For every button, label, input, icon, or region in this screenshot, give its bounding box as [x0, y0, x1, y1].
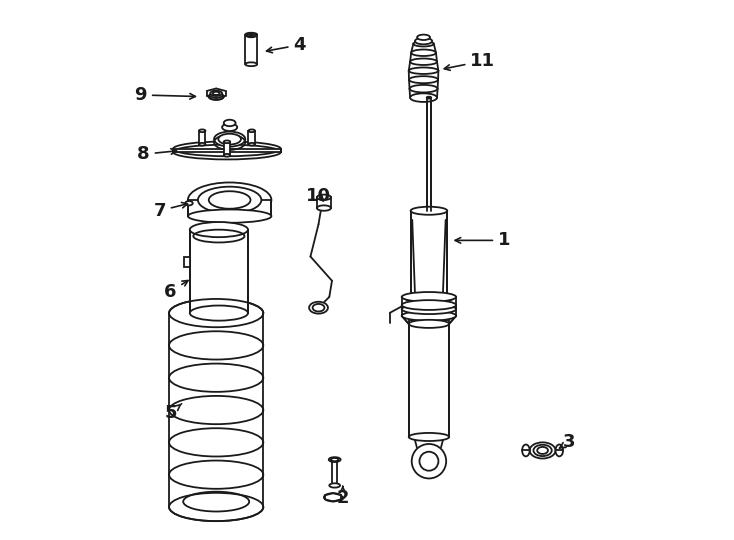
Ellipse shape	[409, 76, 438, 83]
Text: 6: 6	[164, 281, 188, 301]
Ellipse shape	[556, 444, 563, 456]
Ellipse shape	[214, 132, 245, 147]
Ellipse shape	[224, 120, 236, 126]
Text: 5: 5	[164, 404, 181, 422]
Ellipse shape	[530, 442, 556, 458]
Ellipse shape	[224, 154, 230, 157]
Text: 8: 8	[137, 145, 177, 163]
Ellipse shape	[169, 299, 264, 327]
Polygon shape	[401, 316, 456, 324]
Ellipse shape	[329, 457, 341, 462]
Bar	[427, 98, 431, 211]
Ellipse shape	[245, 33, 257, 37]
Ellipse shape	[169, 493, 264, 521]
Ellipse shape	[417, 35, 430, 40]
Ellipse shape	[218, 134, 241, 145]
Ellipse shape	[210, 91, 222, 96]
Ellipse shape	[411, 50, 436, 56]
Bar	[401, 305, 456, 309]
Text: 3: 3	[559, 434, 575, 451]
Ellipse shape	[190, 222, 248, 237]
Ellipse shape	[409, 68, 438, 74]
Ellipse shape	[410, 207, 447, 215]
Ellipse shape	[245, 62, 257, 66]
Text: 11: 11	[444, 52, 495, 70]
Ellipse shape	[222, 124, 237, 131]
Text: 10: 10	[306, 187, 331, 205]
Ellipse shape	[185, 201, 193, 205]
Ellipse shape	[409, 320, 449, 328]
Ellipse shape	[309, 302, 328, 314]
Ellipse shape	[410, 58, 437, 65]
Text: 4: 4	[266, 36, 306, 54]
Ellipse shape	[208, 191, 250, 209]
Ellipse shape	[188, 210, 272, 223]
Text: 2: 2	[336, 487, 349, 508]
Text: 7: 7	[153, 202, 187, 220]
Ellipse shape	[190, 306, 248, 321]
Bar	[249, 131, 255, 144]
Bar	[173, 149, 281, 152]
Bar	[245, 35, 257, 64]
Bar	[401, 297, 456, 316]
Ellipse shape	[199, 130, 206, 132]
Ellipse shape	[415, 38, 432, 44]
Ellipse shape	[324, 493, 342, 502]
Ellipse shape	[534, 445, 552, 456]
Ellipse shape	[249, 130, 255, 132]
Polygon shape	[401, 297, 456, 302]
Ellipse shape	[224, 140, 230, 143]
Ellipse shape	[401, 311, 456, 321]
Ellipse shape	[250, 34, 253, 36]
Bar	[188, 200, 272, 216]
Ellipse shape	[401, 292, 456, 302]
Ellipse shape	[249, 143, 255, 146]
Ellipse shape	[198, 187, 261, 213]
Ellipse shape	[401, 300, 456, 310]
Ellipse shape	[410, 85, 437, 92]
Bar	[410, 211, 447, 302]
Ellipse shape	[330, 483, 340, 488]
Bar	[332, 460, 338, 485]
Bar	[184, 258, 190, 267]
Text: 1: 1	[455, 231, 511, 249]
Ellipse shape	[409, 433, 449, 441]
Ellipse shape	[188, 183, 272, 218]
Ellipse shape	[522, 444, 530, 456]
Ellipse shape	[317, 205, 331, 211]
Ellipse shape	[173, 141, 281, 156]
Text: 9: 9	[134, 86, 195, 104]
Bar	[190, 230, 248, 313]
Ellipse shape	[199, 143, 206, 146]
Bar	[224, 142, 230, 156]
Ellipse shape	[410, 93, 437, 102]
Ellipse shape	[426, 97, 431, 99]
Ellipse shape	[413, 41, 434, 46]
Ellipse shape	[419, 452, 438, 471]
Ellipse shape	[208, 93, 224, 100]
Bar	[317, 197, 331, 208]
Ellipse shape	[409, 314, 449, 322]
Bar	[409, 319, 449, 437]
Bar	[199, 131, 206, 144]
Ellipse shape	[412, 444, 446, 478]
Ellipse shape	[401, 304, 456, 314]
Ellipse shape	[410, 298, 447, 306]
Ellipse shape	[317, 194, 331, 200]
